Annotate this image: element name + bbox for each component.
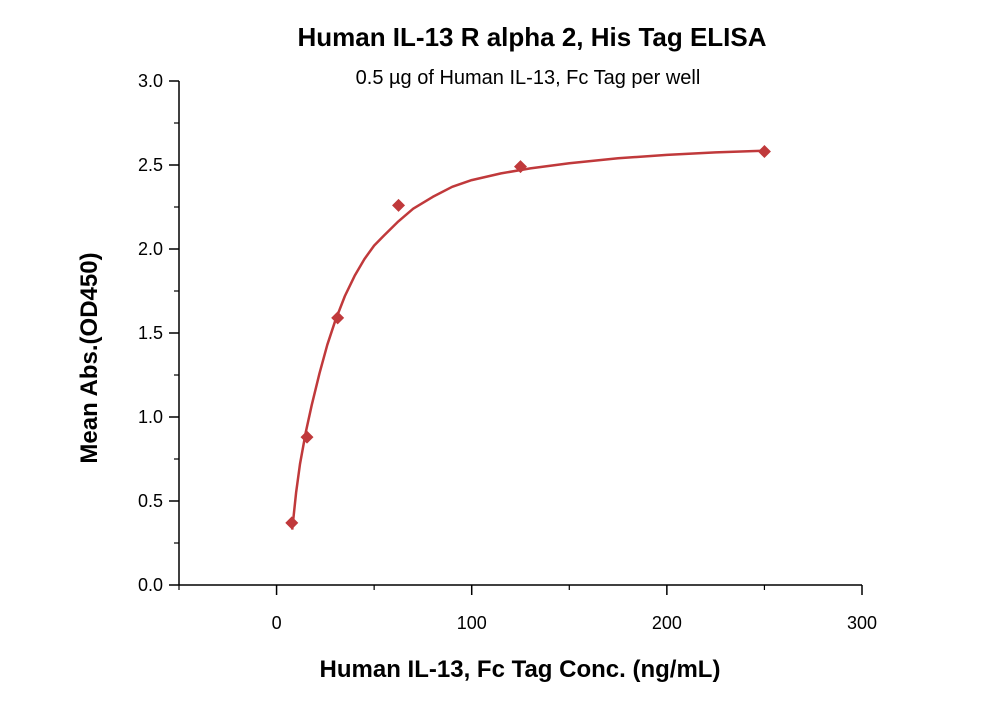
data-point: [757, 145, 771, 159]
chart-title: Human IL-13 R alpha 2, His Tag ELISA: [297, 22, 766, 52]
y-axis-title: Mean Abs.(OD450): [76, 252, 103, 463]
y-tick-label: 0.0: [138, 575, 163, 595]
x-axis-title: Human IL-13, Fc Tag Conc. (ng/mL): [320, 656, 721, 683]
x-tick-label: 300: [847, 613, 877, 633]
y-tick-label: 0.5: [138, 491, 163, 511]
x-tick-label: 0: [272, 613, 282, 633]
y-tick-label: 1.0: [138, 407, 163, 427]
y-tick-label: 2.0: [138, 239, 163, 259]
data-point: [300, 430, 314, 444]
fit-curve-group: [290, 149, 765, 530]
data-point: [514, 160, 527, 174]
chart-subtitle: 0.5 µg of Human IL-13, Fc Tag per well: [356, 67, 701, 89]
data-point: [331, 311, 345, 325]
axes: 0.0 0.5 1.0 1.5 2.0 2.5 3.0 0 100 200 300: [138, 71, 877, 633]
data-points: [285, 145, 771, 530]
y-tick-label: 2.5: [138, 155, 163, 175]
x-tick-label: 100: [457, 613, 487, 633]
data-point: [392, 198, 406, 212]
y-tick-label: 1.5: [138, 323, 163, 343]
fit-curve: [290, 149, 765, 530]
x-tick-label: 200: [652, 613, 682, 633]
y-tick-label: 3.0: [138, 71, 163, 91]
data-point: [285, 516, 299, 530]
